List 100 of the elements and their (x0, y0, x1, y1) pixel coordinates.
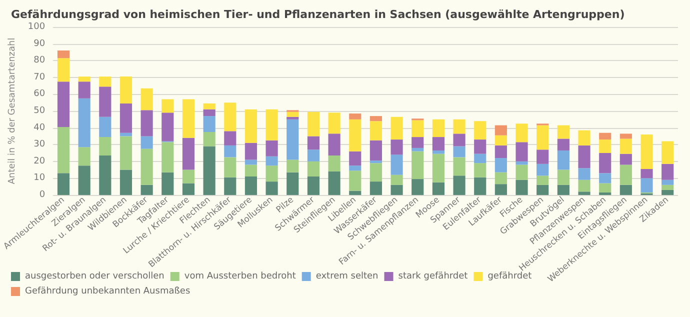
bar (640, 168, 653, 178)
bar (390, 184, 403, 195)
bar (286, 160, 299, 172)
bar (120, 76, 132, 104)
bar (390, 154, 403, 175)
legend-label: stark gefährdet (398, 272, 468, 282)
bar (516, 124, 528, 142)
bar (328, 156, 340, 172)
bar (286, 116, 299, 120)
bar (182, 138, 195, 170)
bar (224, 177, 236, 195)
bar (557, 150, 570, 170)
bar (203, 132, 216, 146)
bar (453, 134, 466, 146)
bar (203, 146, 216, 195)
bar (557, 170, 570, 185)
bar (536, 164, 549, 176)
bar (370, 182, 382, 195)
bar (244, 109, 258, 143)
bar (99, 116, 112, 138)
bar (412, 137, 424, 148)
bar (286, 112, 299, 117)
bar (349, 119, 362, 152)
bar (99, 76, 112, 87)
bar (57, 58, 70, 82)
bar (599, 132, 612, 140)
bar (307, 112, 320, 136)
bar (432, 137, 444, 150)
bar (536, 176, 549, 185)
y-axis-title: Anteil in % der Gesamtartenzahl (8, 38, 18, 184)
bar (432, 182, 444, 195)
bar (162, 172, 174, 195)
bar (57, 173, 70, 195)
bar (516, 164, 528, 180)
bar (224, 102, 236, 132)
bar (474, 140, 486, 154)
bar (57, 126, 70, 174)
bar (494, 184, 507, 195)
bar (453, 146, 466, 158)
bar (557, 184, 570, 195)
bar (599, 192, 612, 195)
bar (620, 134, 632, 139)
bar (578, 192, 590, 195)
bar (307, 176, 320, 195)
bar (412, 120, 424, 138)
bar (162, 99, 174, 113)
bar (78, 147, 90, 166)
bar (370, 121, 382, 140)
bar (578, 180, 590, 192)
bar (453, 176, 466, 195)
bar (370, 163, 382, 182)
bar (328, 112, 340, 134)
bar (140, 88, 153, 110)
bar (662, 180, 674, 185)
y-tick-label: 60 (34, 89, 46, 100)
bar (620, 184, 632, 195)
bar (203, 103, 216, 110)
bar (266, 140, 278, 156)
bar (307, 161, 320, 177)
bar (307, 150, 320, 162)
bar (494, 135, 507, 146)
bar (244, 164, 258, 177)
bar (474, 177, 486, 195)
bar (328, 171, 340, 195)
bar (390, 116, 403, 140)
bar (182, 183, 195, 195)
bar (370, 140, 382, 161)
bar (474, 163, 486, 178)
bar (370, 160, 382, 164)
bar (328, 134, 340, 156)
bar (432, 154, 444, 182)
bar (578, 145, 590, 168)
bar (494, 158, 507, 172)
bar (662, 164, 674, 180)
y-tick-label: 40 (34, 122, 46, 133)
y-tick-label: 30 (34, 140, 46, 150)
bar (57, 50, 70, 58)
legend-label: gefährdet (488, 272, 532, 282)
bar (432, 119, 444, 138)
bar (516, 161, 528, 165)
bar (578, 168, 590, 180)
bar (662, 141, 674, 164)
y-tick-label: 0 (39, 190, 46, 200)
bar (412, 179, 424, 195)
bar (349, 114, 362, 120)
bar (140, 136, 153, 149)
bar (140, 184, 153, 195)
bar (120, 136, 132, 170)
bar (620, 154, 632, 165)
bar (140, 110, 153, 136)
bar (203, 109, 216, 116)
bar (266, 166, 278, 182)
bar (99, 156, 112, 195)
bar (286, 172, 299, 195)
bar (162, 142, 174, 172)
bar (162, 112, 174, 142)
bar (536, 184, 549, 195)
bar (599, 140, 612, 153)
bar (640, 134, 653, 169)
bar (203, 116, 216, 132)
